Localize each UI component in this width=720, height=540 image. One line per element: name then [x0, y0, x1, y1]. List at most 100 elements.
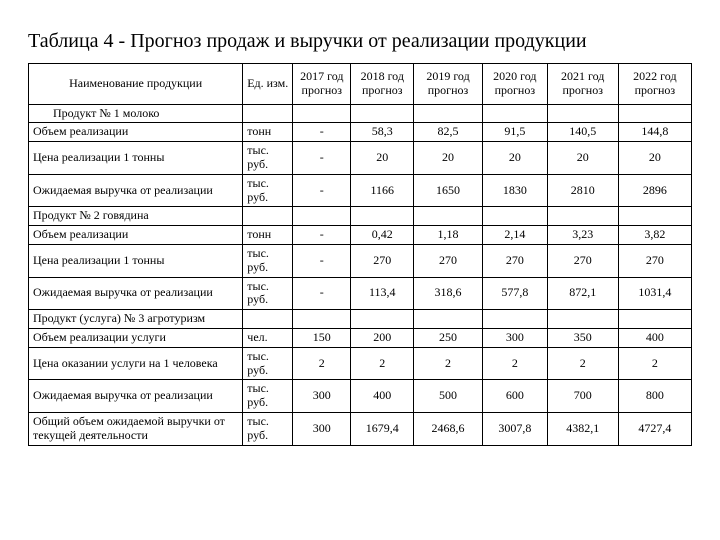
row-name: Ожидаемая выручка от реализации	[29, 380, 243, 413]
row-value: 270	[618, 244, 691, 277]
row-name: Цена реализации 1 тонны	[29, 244, 243, 277]
row-value	[482, 310, 547, 329]
row-value: 1679,4	[351, 412, 414, 445]
row-value: 350	[547, 328, 618, 347]
row-value: 400	[351, 380, 414, 413]
row-name: Продукт № 1 молоко	[29, 104, 243, 123]
row-value: 300	[482, 328, 547, 347]
row-value	[293, 207, 351, 226]
header-row: Наименование продукции Ед. изм. 2017 год…	[29, 64, 692, 105]
table-row: Продукт № 2 говядина	[29, 207, 692, 226]
row-value	[618, 104, 691, 123]
col-2022: 2022 год прогноз	[618, 64, 691, 105]
row-unit	[243, 104, 293, 123]
row-value: 2	[482, 347, 547, 380]
row-value	[351, 104, 414, 123]
col-2020: 2020 год прогноз	[482, 64, 547, 105]
row-unit: тыс. руб.	[243, 277, 293, 310]
row-value: 500	[414, 380, 483, 413]
row-unit: тонн	[243, 123, 293, 142]
row-value	[351, 207, 414, 226]
row-value	[414, 310, 483, 329]
table-row: Общий объем ожидаемой выручки от текущей…	[29, 412, 692, 445]
row-value	[618, 207, 691, 226]
col-2018: 2018 год прогноз	[351, 64, 414, 105]
row-name: Ожидаемая выручка от реализации	[29, 277, 243, 310]
forecast-table: Наименование продукции Ед. изм. 2017 год…	[28, 63, 692, 446]
row-value: 270	[414, 244, 483, 277]
row-value: 140,5	[547, 123, 618, 142]
row-value: 1166	[351, 174, 414, 207]
row-value: 150	[293, 328, 351, 347]
table-row: Продукт (услуга) № 3 агротуризм	[29, 310, 692, 329]
row-unit: тыс. руб.	[243, 347, 293, 380]
row-value: 2896	[618, 174, 691, 207]
row-value: 2810	[547, 174, 618, 207]
row-value: -	[293, 277, 351, 310]
row-value	[293, 104, 351, 123]
row-name: Цена реализации 1 тонны	[29, 142, 243, 175]
table-row: Объем реализации услугичел.1502002503003…	[29, 328, 692, 347]
row-value: 2468,6	[414, 412, 483, 445]
row-value: 872,1	[547, 277, 618, 310]
row-value: -	[293, 123, 351, 142]
row-value: -	[293, 226, 351, 245]
table-row: Ожидаемая выручка от реализациитыс. руб.…	[29, 277, 692, 310]
row-value: 20	[482, 142, 547, 175]
table-row: Продукт № 1 молоко	[29, 104, 692, 123]
row-value: -	[293, 142, 351, 175]
col-2021: 2021 год прогноз	[547, 64, 618, 105]
row-unit: тонн	[243, 226, 293, 245]
row-value: 3,82	[618, 226, 691, 245]
table-row: Объем реализациитонн-58,382,591,5140,514…	[29, 123, 692, 142]
table-row: Цена реализации 1 тоннытыс. руб.-2702702…	[29, 244, 692, 277]
row-value	[414, 104, 483, 123]
row-value: 1031,4	[618, 277, 691, 310]
row-unit: тыс. руб.	[243, 142, 293, 175]
row-value	[547, 310, 618, 329]
row-value: 91,5	[482, 123, 547, 142]
row-value	[482, 104, 547, 123]
row-value: 82,5	[414, 123, 483, 142]
row-value	[414, 207, 483, 226]
row-name: Объем реализации услуги	[29, 328, 243, 347]
row-name: Продукт № 2 говядина	[29, 207, 243, 226]
table-title: Таблица 4 - Прогноз продаж и выручки от …	[28, 30, 692, 53]
row-name: Общий объем ожидаемой выручки от текущей…	[29, 412, 243, 445]
row-value: 2	[293, 347, 351, 380]
col-unit: Ед. изм.	[243, 64, 293, 105]
row-value	[293, 310, 351, 329]
row-value: 800	[618, 380, 691, 413]
row-value: 144,8	[618, 123, 691, 142]
row-name: Ожидаемая выручка от реализации	[29, 174, 243, 207]
row-value: 400	[618, 328, 691, 347]
row-value: 318,6	[414, 277, 483, 310]
col-name: Наименование продукции	[29, 64, 243, 105]
row-value: 700	[547, 380, 618, 413]
row-value: 577,8	[482, 277, 547, 310]
row-value: 2	[351, 347, 414, 380]
row-unit: тыс. руб.	[243, 174, 293, 207]
table-row: Ожидаемая выручка от реализациитыс. руб.…	[29, 380, 692, 413]
row-value: 2	[547, 347, 618, 380]
row-value: 3,23	[547, 226, 618, 245]
row-value: 600	[482, 380, 547, 413]
row-value: 200	[351, 328, 414, 347]
row-value: 270	[351, 244, 414, 277]
row-value: 4727,4	[618, 412, 691, 445]
table-row: Объем реализациитонн-0,421,182,143,233,8…	[29, 226, 692, 245]
row-value: 20	[547, 142, 618, 175]
row-value	[618, 310, 691, 329]
row-value: 2	[414, 347, 483, 380]
row-value: 300	[293, 380, 351, 413]
row-value	[482, 207, 547, 226]
row-value: 20	[414, 142, 483, 175]
row-name: Объем реализации	[29, 226, 243, 245]
row-value: 20	[618, 142, 691, 175]
table-row: Цена реализации 1 тоннытыс. руб.-2020202…	[29, 142, 692, 175]
row-value: 1830	[482, 174, 547, 207]
row-name: Объем реализации	[29, 123, 243, 142]
row-value: 4382,1	[547, 412, 618, 445]
row-value: 270	[547, 244, 618, 277]
col-2019: 2019 год прогноз	[414, 64, 483, 105]
